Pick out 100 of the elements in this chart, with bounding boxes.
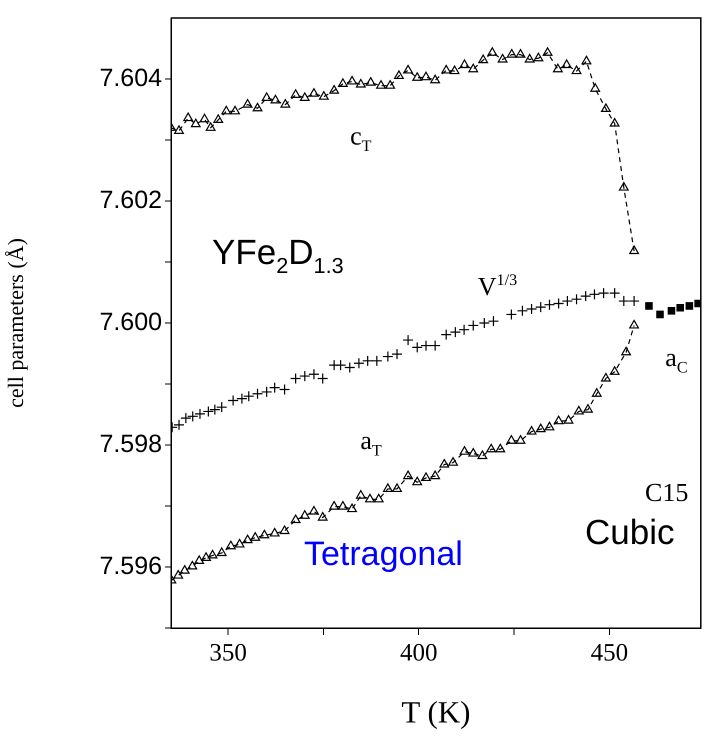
point	[180, 412, 192, 424]
point	[362, 355, 374, 366]
point	[356, 490, 366, 499]
point	[544, 422, 554, 430]
point	[441, 64, 452, 74]
point	[580, 290, 592, 302]
point	[187, 560, 198, 570]
point	[468, 448, 478, 457]
point	[213, 114, 224, 123]
point	[318, 91, 329, 100]
x-tick-label: 400	[400, 640, 438, 667]
point	[173, 570, 184, 579]
point	[430, 340, 441, 352]
point	[412, 72, 422, 81]
y-tick-label: 7.600	[99, 308, 162, 336]
point	[242, 534, 253, 544]
y-tick-label: 7.596	[99, 552, 162, 580]
point	[487, 47, 498, 56]
point	[588, 288, 600, 300]
point	[516, 49, 526, 58]
point	[228, 394, 239, 406]
point	[506, 308, 517, 320]
point	[448, 457, 458, 466]
point	[230, 106, 240, 114]
point	[450, 326, 461, 338]
point	[183, 112, 194, 122]
point	[486, 444, 496, 452]
point	[516, 305, 528, 316]
point	[562, 59, 572, 68]
point	[570, 294, 582, 305]
annotation: Cubic	[585, 513, 674, 552]
point	[477, 450, 488, 460]
point	[403, 470, 414, 480]
point	[402, 334, 414, 346]
point	[460, 59, 470, 68]
point	[610, 366, 620, 375]
point	[242, 99, 253, 108]
point	[574, 406, 584, 415]
point	[600, 103, 611, 112]
point	[202, 406, 214, 418]
point	[488, 316, 500, 327]
point	[572, 65, 582, 74]
point	[382, 350, 394, 362]
point	[450, 65, 460, 74]
point	[694, 300, 701, 308]
point	[421, 72, 431, 80]
point	[412, 342, 423, 353]
point	[194, 408, 206, 420]
point	[201, 552, 211, 561]
point	[290, 514, 301, 524]
point	[645, 302, 653, 310]
point	[280, 525, 290, 534]
point	[347, 503, 357, 512]
point	[371, 355, 382, 366]
point	[329, 501, 340, 510]
point	[259, 530, 270, 538]
point	[338, 501, 348, 510]
point	[668, 307, 676, 315]
point	[536, 424, 546, 432]
point	[216, 547, 227, 556]
point	[338, 78, 348, 87]
point	[618, 182, 629, 191]
point	[206, 122, 216, 131]
point	[234, 538, 245, 548]
x-tick-label: 450	[590, 640, 628, 667]
point	[583, 404, 593, 413]
point	[382, 483, 393, 492]
point	[353, 358, 365, 369]
point	[516, 435, 526, 444]
x-tick-label: 350	[209, 640, 247, 667]
point	[308, 368, 320, 380]
point	[458, 324, 470, 336]
point	[329, 84, 340, 94]
point	[544, 299, 556, 310]
point	[542, 47, 553, 56]
point	[280, 99, 290, 108]
point	[252, 388, 264, 400]
point	[468, 320, 479, 332]
point	[270, 528, 280, 537]
point	[385, 80, 396, 89]
point	[506, 49, 517, 58]
point	[609, 288, 620, 299]
point	[376, 80, 386, 89]
point	[365, 494, 375, 502]
point	[269, 382, 280, 394]
point	[629, 245, 640, 254]
point	[174, 125, 184, 134]
point	[278, 384, 290, 396]
point	[535, 302, 546, 313]
x-axis-title: T (K)	[401, 694, 470, 730]
point	[506, 435, 516, 444]
point	[194, 555, 204, 564]
point	[554, 416, 564, 424]
point	[300, 510, 310, 519]
point	[610, 118, 620, 127]
point	[686, 302, 694, 310]
point	[592, 388, 602, 397]
point	[600, 372, 611, 382]
point	[430, 74, 440, 84]
point	[412, 476, 422, 486]
